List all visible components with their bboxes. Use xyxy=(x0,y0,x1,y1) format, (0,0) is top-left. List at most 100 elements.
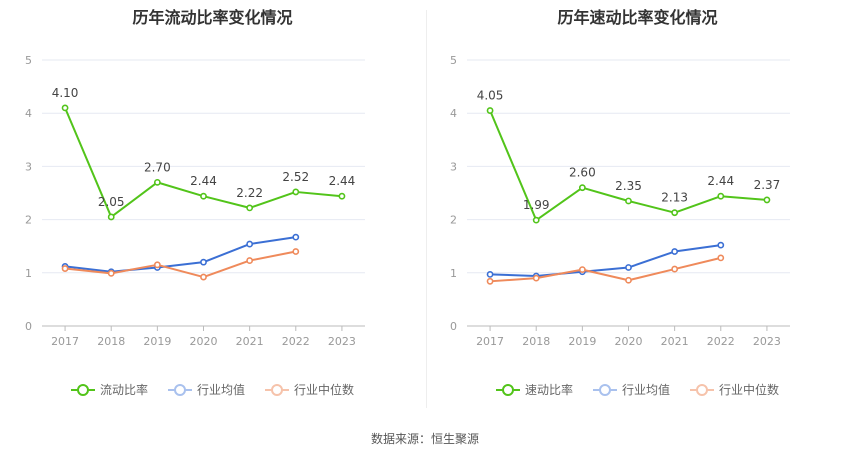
main-series-point xyxy=(61,104,69,112)
data-label: 1.99 xyxy=(523,198,550,212)
legend-line-marker-icon xyxy=(592,383,617,396)
median-series-point xyxy=(486,277,494,285)
median-series-point xyxy=(625,276,632,284)
main-series-point xyxy=(292,188,300,196)
average-series-line xyxy=(64,236,296,273)
average-series-point xyxy=(486,270,494,278)
median-series-point xyxy=(61,265,69,272)
legend: 流动比率 行业均值 行业中位数 xyxy=(0,381,425,398)
current-ratio-plot: 0 1 2 3 4 5 2017 2018 2019 2020 2021 2022 2023 4.10 2.… xyxy=(25,54,365,348)
data-label: 2.70 xyxy=(144,160,171,174)
y-tick-label: 2 xyxy=(25,214,32,227)
data-source-note: 数据来源：恒生聚源 xyxy=(370,432,479,446)
main-series-point xyxy=(763,196,771,204)
y-tick-label: 1 xyxy=(25,267,32,280)
data-label: 2.05 xyxy=(98,195,125,209)
main-series-point xyxy=(625,197,632,205)
legend-line-marker-icon xyxy=(70,383,95,396)
x-tick-label: 2017 xyxy=(51,335,79,348)
x-tick-label: 2022 xyxy=(707,335,735,348)
data-label: 2.60 xyxy=(569,166,596,180)
y-tick-label: 5 xyxy=(450,54,457,67)
legend-label: 行业均值 xyxy=(196,383,245,397)
median-series-point xyxy=(153,261,161,269)
median-series-point xyxy=(200,273,207,281)
legend-label: 速动比率 xyxy=(524,383,573,397)
median-series-point xyxy=(246,257,254,264)
x-tick-label: 2019 xyxy=(143,335,171,348)
y-tick-label: 4 xyxy=(25,107,32,120)
average-series-line xyxy=(490,244,721,277)
average-series-point xyxy=(717,241,725,249)
x-tick-label: 2022 xyxy=(282,335,310,348)
legend-line-marker-icon xyxy=(265,383,289,396)
legend: 速动比率 行业均值 行业中位数 xyxy=(425,381,850,398)
quick-ratio-chart: 历年速动比率变化情况 0 1 2 3 4 5 2017 2018 2019 2020 2021 202… xyxy=(425,0,850,420)
x-tick-label: 2020 xyxy=(615,335,643,348)
average-series-point xyxy=(292,233,300,241)
x-tick-label: 2019 xyxy=(568,335,596,348)
data-label: 4.05 xyxy=(477,89,504,103)
legend-item-quick-ratio[interactable]: 速动比率 xyxy=(495,381,573,398)
main-series-point xyxy=(107,213,115,221)
legend-label: 行业中位数 xyxy=(294,383,355,397)
legend-line-marker-icon xyxy=(690,383,714,396)
y-tick-label: 0 xyxy=(450,320,457,333)
legend-label: 行业中位数 xyxy=(719,383,780,397)
quick-ratio-plot: 0 1 2 3 4 5 2017 2018 2019 2020 2021 2022 2023 4.05 1.… xyxy=(450,54,790,348)
legend-label: 流动比率 xyxy=(99,383,148,397)
x-tick-label: 2020 xyxy=(190,335,218,348)
y-tick-label: 4 xyxy=(450,107,457,120)
legend-item-industry-median[interactable]: 行业中位数 xyxy=(690,381,779,398)
main-series-point xyxy=(338,192,346,200)
average-series-point xyxy=(200,258,207,266)
data-label: 2.13 xyxy=(661,191,688,205)
current-ratio-chart: 历年流动比率变化情况 0 1 2 3 4 5 2017 2018 2019 2020 2021 202… xyxy=(0,0,425,420)
data-label: 2.52 xyxy=(282,170,309,184)
x-tick-label: 2023 xyxy=(753,335,781,348)
legend-item-industry-average[interactable]: 行业均值 xyxy=(592,381,670,398)
main-series-point xyxy=(578,184,586,192)
average-series-point xyxy=(246,240,254,248)
y-tick-label: 1 xyxy=(450,267,457,280)
main-series-point xyxy=(200,192,207,200)
x-tick-label: 2021 xyxy=(661,335,689,348)
chart-title: 历年流动比率变化情况 xyxy=(132,8,293,27)
median-series-point xyxy=(671,265,679,273)
legend-item-current-ratio[interactable]: 流动比率 xyxy=(70,381,148,398)
legend-item-industry-median[interactable]: 行业中位数 xyxy=(265,381,354,398)
data-label: 2.44 xyxy=(707,174,734,188)
legend-label: 行业均值 xyxy=(621,383,670,397)
y-tick-label: 5 xyxy=(25,54,32,67)
median-series-line xyxy=(64,250,296,279)
chart-title: 历年速动比率变化情况 xyxy=(557,8,718,27)
legend-line-marker-icon xyxy=(167,383,192,396)
average-series-point xyxy=(625,264,632,271)
main-series-point xyxy=(671,209,679,217)
data-label: 2.44 xyxy=(329,174,356,188)
main-series-point xyxy=(486,107,494,114)
data-label: 2.37 xyxy=(754,178,781,192)
data-label: 2.44 xyxy=(190,174,217,188)
median-series-point xyxy=(292,248,300,255)
y-tick-label: 0 xyxy=(25,320,32,333)
median-series-point xyxy=(532,274,540,282)
main-series-point xyxy=(717,192,725,200)
median-series-point xyxy=(717,254,725,262)
legend-item-industry-average[interactable]: 行业均值 xyxy=(167,381,245,398)
x-tick-label: 2021 xyxy=(236,335,264,348)
main-series-point xyxy=(246,204,254,212)
median-series-line xyxy=(490,256,722,283)
data-label: 4.10 xyxy=(52,86,79,100)
x-tick-label: 2018 xyxy=(97,335,125,348)
median-series-point xyxy=(107,269,115,277)
y-tick-label: 2 xyxy=(450,214,457,227)
y-tick-label: 3 xyxy=(25,160,32,173)
data-label: 2.35 xyxy=(615,179,642,193)
y-tick-label: 3 xyxy=(450,160,457,173)
legend-line-marker-icon xyxy=(495,383,520,396)
x-tick-label: 2017 xyxy=(476,335,504,348)
median-series-point xyxy=(578,266,586,274)
x-tick-label: 2023 xyxy=(328,335,356,348)
main-series-point xyxy=(532,216,540,224)
